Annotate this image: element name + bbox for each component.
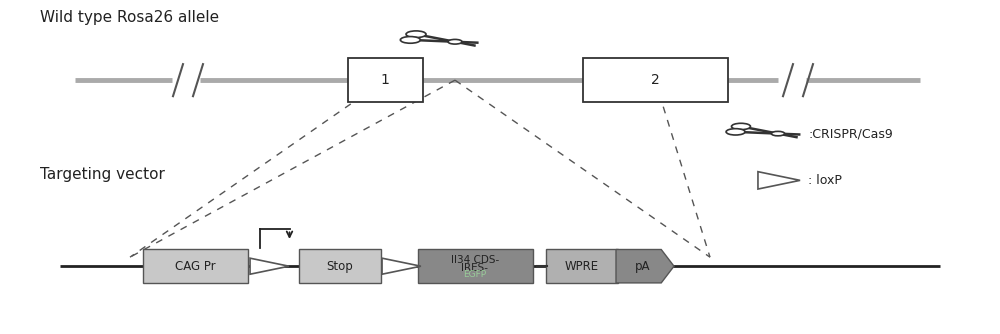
Text: WPRE: WPRE [565,260,599,273]
Polygon shape [382,258,421,274]
Text: 2: 2 [651,73,659,87]
FancyBboxPatch shape [143,249,248,283]
FancyBboxPatch shape [546,249,618,283]
Polygon shape [616,249,674,283]
Text: pA: pA [635,260,651,273]
Circle shape [731,123,750,130]
Circle shape [400,36,420,43]
Text: CAG Pr: CAG Pr [175,260,215,273]
Text: Targeting vector: Targeting vector [40,167,165,182]
Circle shape [771,131,785,136]
Text: Wild type Rosa26 allele: Wild type Rosa26 allele [40,10,219,25]
Text: Stop: Stop [327,260,353,273]
Polygon shape [250,258,289,274]
FancyBboxPatch shape [348,58,423,102]
FancyBboxPatch shape [299,249,381,283]
Polygon shape [758,172,800,189]
Text: : loxP: : loxP [808,174,842,187]
Circle shape [448,39,462,44]
Circle shape [406,31,426,37]
FancyBboxPatch shape [418,249,532,283]
Text: :CRISPR/Cas9: :CRISPR/Cas9 [808,127,893,140]
Text: 1: 1 [381,73,389,87]
FancyBboxPatch shape [582,58,728,102]
Text: EGFP: EGFP [463,271,487,279]
Text: Il34 CDS-: Il34 CDS- [451,255,499,265]
Text: IRES-: IRES- [462,263,488,273]
Circle shape [726,129,745,135]
